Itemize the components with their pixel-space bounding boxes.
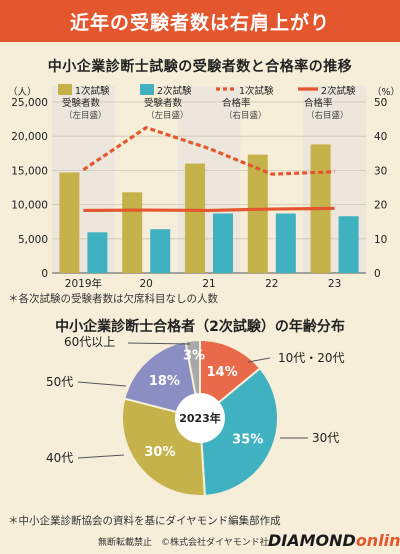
legend-note: （右目盛） xyxy=(306,110,349,121)
x-tick-label: 20 xyxy=(140,278,153,290)
bar-chart-title: 中小企業診断士試験の受験者数と合格率の推移 xyxy=(47,59,353,75)
right-tick-label: 0 xyxy=(374,268,381,280)
legend-label: 2次試験 xyxy=(157,85,192,97)
pie-category-label: 10代・20代 xyxy=(278,351,345,365)
bar-1st-exam xyxy=(122,192,143,273)
bar-chart-footnote: ＊各次試験の受験者数は欠席科目なしの人数 xyxy=(8,293,218,305)
pie-slice xyxy=(123,340,202,420)
legend-label: 1次試験 xyxy=(75,85,110,97)
pie-percent-label: 18% xyxy=(149,374,180,389)
legend-label: 受験者数 xyxy=(62,97,101,109)
legend-label: 2次試験 xyxy=(321,85,356,97)
line-2nd-pass-rate xyxy=(83,206,335,213)
leader-line xyxy=(247,357,271,363)
left-tick-label: 20,000 xyxy=(11,131,48,143)
leader-line xyxy=(77,381,127,387)
diamond-online-logo: DIAMONDonline xyxy=(268,531,400,550)
legend-note: （左目盛） xyxy=(64,110,107,121)
pie-center-hole xyxy=(175,393,225,443)
right-tick-label: 10 xyxy=(374,234,387,246)
x-tick-label: 21 xyxy=(202,278,215,290)
left-tick-label: 0 xyxy=(41,268,48,280)
bar-2nd-exam xyxy=(213,213,233,273)
legend-label: 受験者数 xyxy=(144,97,183,109)
left-tick-label: 10,000 xyxy=(11,200,48,212)
left-axis-unit: （人） xyxy=(8,86,37,98)
right-tick-label: 20 xyxy=(374,200,387,212)
legend-note: （右目盛） xyxy=(224,110,267,121)
pie-percent-label: 30% xyxy=(144,445,175,460)
leader-line xyxy=(77,454,125,459)
pie-category-label: 30代 xyxy=(312,431,339,445)
legend-note: （左目盛） xyxy=(146,110,189,121)
left-tick-label: 5,000 xyxy=(18,234,48,246)
bar-1st-exam xyxy=(185,163,205,273)
bar-2nd-exam xyxy=(150,229,171,273)
bar-2nd-exam xyxy=(338,216,359,273)
left-tick-label: 15,000 xyxy=(11,165,48,177)
right-tick-label: 30 xyxy=(374,165,387,177)
footer: 無断転載禁止 ©株式会社ダイヤモンド社 DIAMONDonline xyxy=(0,531,400,554)
pie-category-label: 40代 xyxy=(46,451,73,465)
pie-category-label: 60代以上 xyxy=(64,335,115,349)
legend-label: 合格率 xyxy=(222,97,251,109)
source-note: ＊中小企業診断協会の資料を基にダイヤモンド編集部作成 xyxy=(8,515,281,527)
pie-slice xyxy=(198,366,279,497)
legend-swatch xyxy=(140,84,154,95)
pie-percent-label: 3% xyxy=(183,348,205,363)
legend-swatch xyxy=(58,84,72,95)
right-tick-label: 40 xyxy=(374,131,387,143)
legend-label: 合格率 xyxy=(304,97,333,109)
x-tick-label: 2019年 xyxy=(65,277,102,290)
pie-center-label: 2023年 xyxy=(179,411,221,425)
logo-main: DIAMOND xyxy=(268,531,356,550)
headline-banner: 近年の受験者数は右肩上がり xyxy=(0,0,400,42)
bar-2nd-exam xyxy=(87,232,108,273)
bar-1st-exam xyxy=(247,154,268,273)
logo-sub: online xyxy=(355,531,400,550)
headline-text: 近年の受験者数は右肩上がり xyxy=(69,11,330,34)
pie-chart-title: 中小企業診断士合格者（2次試験）の年齢分布 xyxy=(55,319,345,335)
leader-line xyxy=(127,342,191,345)
pie-category-label: 50代 xyxy=(46,375,73,389)
left-tick-label: 25,000 xyxy=(11,97,48,109)
legend-label: 1次試験 xyxy=(239,85,274,97)
pie-percent-label: 35% xyxy=(232,433,263,448)
pie-percent-label: 14% xyxy=(207,365,238,380)
bar-2nd-exam xyxy=(275,213,296,273)
x-tick-label: 22 xyxy=(265,278,278,290)
right-axis-unit: （%） xyxy=(372,86,400,98)
right-tick-label: 50 xyxy=(374,97,387,109)
bar-1st-exam xyxy=(59,172,80,273)
line-1st-pass-rate xyxy=(82,125,335,176)
copyright-text: 無断転載禁止 ©株式会社ダイヤモンド社 xyxy=(98,538,269,548)
x-tick-label: 23 xyxy=(328,278,341,290)
